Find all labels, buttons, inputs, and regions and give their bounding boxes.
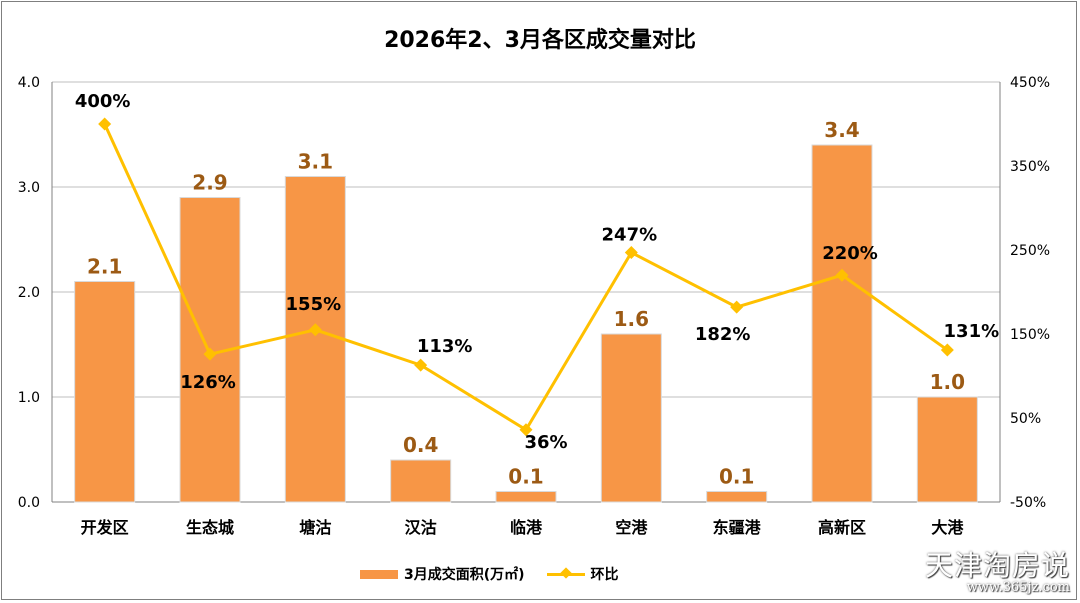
legend-item-bar: 3月成交面积(万㎡) — [360, 564, 525, 584]
line-value-label: 131% — [944, 321, 1000, 342]
x-tick-label: 高新区 — [818, 518, 866, 537]
watermark: 天津淘房说 www.365jz.com — [925, 551, 1070, 595]
x-tick-label: 塘沽 — [299, 518, 331, 537]
legend: 3月成交面积(万㎡) 环比 — [360, 564, 641, 584]
y-right-tick-label: 150% — [1010, 327, 1050, 343]
y-right-tick-label: 250% — [1010, 243, 1050, 259]
bar-value-label: 0.1 — [508, 465, 543, 489]
line-point — [519, 423, 533, 437]
bar — [284, 176, 346, 503]
bar — [600, 333, 662, 503]
x-tick-label: 生态城 — [186, 518, 234, 537]
line-point — [624, 246, 638, 260]
watermark-url: www.365jz.com — [966, 580, 1070, 595]
bar-value-label: 1.6 — [614, 307, 649, 331]
y-left-tick-label: 2.0 — [18, 285, 40, 301]
line-value-label: 36% — [524, 432, 567, 453]
line-point — [730, 300, 744, 314]
line-value-label: 155% — [286, 294, 342, 315]
legend-line-swatch — [546, 566, 585, 579]
line-value-label: 220% — [822, 243, 878, 264]
y-right-tick-label: 350% — [1010, 159, 1050, 175]
line-value-label: 113% — [417, 336, 473, 357]
legend-item-line: 环比 — [546, 564, 619, 584]
bar-value-label: 3.4 — [824, 118, 859, 142]
x-tick-label: 空港 — [615, 518, 648, 537]
line-point — [940, 343, 954, 357]
line-point — [98, 117, 112, 131]
bar — [811, 144, 873, 503]
line-value-label: 247% — [602, 225, 658, 246]
bar — [74, 281, 136, 503]
line-point — [308, 323, 322, 337]
line-point — [414, 358, 428, 372]
y-left-tick-label: 3.0 — [18, 180, 40, 196]
y-right-tick-label: 50% — [1010, 411, 1041, 427]
bar-value-label: 0.4 — [403, 433, 438, 457]
x-tick-label: 临港 — [510, 518, 543, 537]
x-tick-label: 开发区 — [81, 518, 129, 537]
y-left-tick-label: 1.0 — [18, 390, 40, 406]
legend-bar-swatch — [360, 569, 398, 579]
line-point — [835, 268, 849, 282]
x-tick-label: 东疆港 — [713, 518, 762, 537]
bar-value-label: 2.1 — [87, 255, 122, 279]
legend-bar-label: 3月成交面积(万㎡) — [404, 567, 525, 583]
bar — [390, 459, 452, 503]
y-right-tick-label: 450% — [1010, 75, 1050, 91]
bar — [706, 491, 768, 503]
watermark-name: 天津淘房说 — [924, 549, 1070, 582]
bar — [495, 491, 557, 503]
x-tick-label: 大港 — [931, 518, 964, 537]
bar-value-label: 1.0 — [930, 370, 965, 394]
bar-value-label: 0.1 — [719, 465, 754, 489]
line-value-label: 400% — [75, 91, 131, 112]
x-tick-label: 汉沽 — [405, 518, 437, 537]
line-point — [203, 347, 217, 361]
line-value-label: 182% — [695, 324, 751, 345]
y-left-tick-label: 0.0 — [18, 495, 40, 511]
line-value-label: 126% — [180, 372, 236, 393]
bar-value-label: 2.9 — [192, 171, 227, 195]
bar-value-label: 3.1 — [298, 150, 333, 174]
chart-title: 2026年2、3月各区成交量对比 — [384, 28, 696, 53]
bar — [916, 396, 978, 503]
y-left-tick-label: 4.0 — [18, 75, 40, 91]
legend-line-label: 环比 — [590, 567, 619, 583]
y-right-tick-label: -50% — [1010, 495, 1046, 511]
